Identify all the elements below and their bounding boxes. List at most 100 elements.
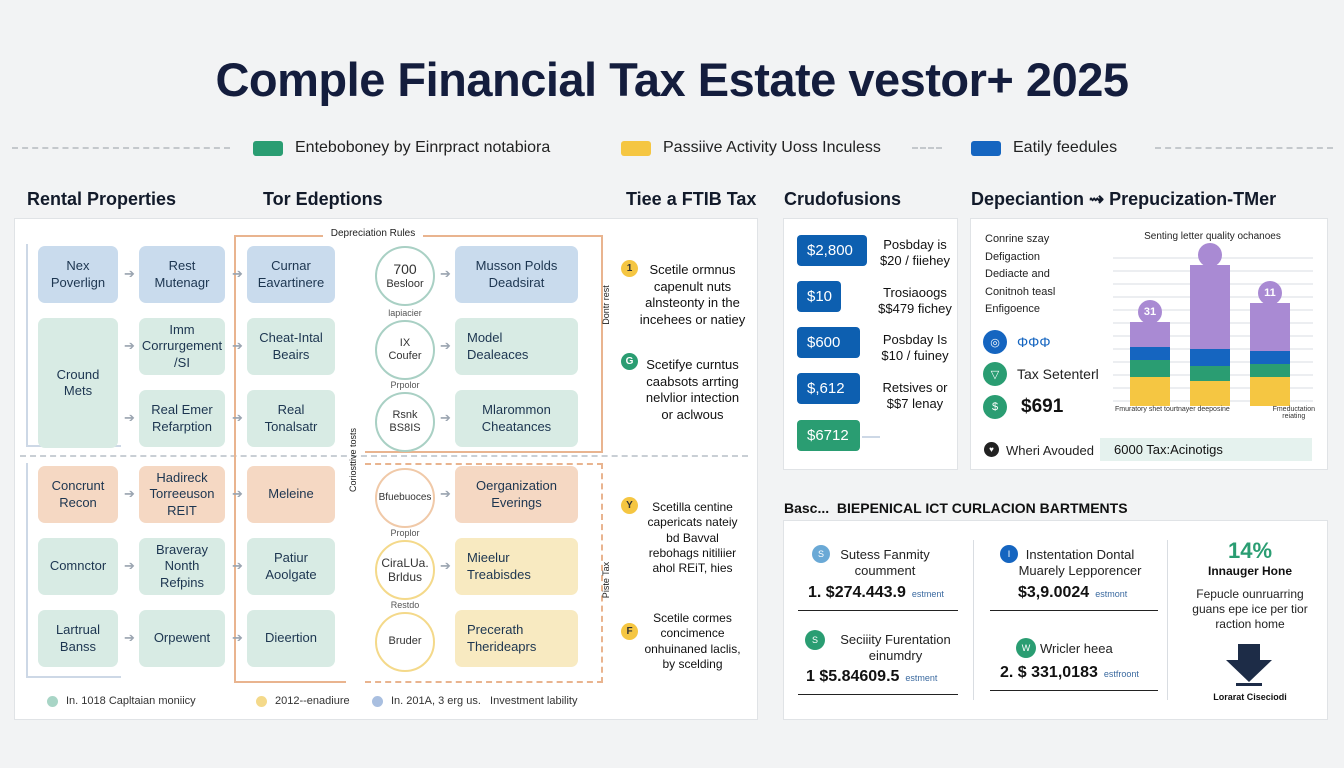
stat-amount-row: 1 $5.84609.5 estment xyxy=(806,668,937,686)
list-item: Conitnoh teasl xyxy=(985,285,1056,298)
arrow-icon: ➔ xyxy=(124,486,135,501)
bar-segment xyxy=(1190,264,1230,349)
side-label: Dontr rest xyxy=(601,285,611,325)
bar-segment xyxy=(1130,359,1170,377)
divider xyxy=(912,147,942,149)
amount-bar: $6712 xyxy=(797,420,860,451)
legend-label: Passiive Activity Uoss Inculess xyxy=(663,139,881,156)
list-item: Enfigoence xyxy=(985,303,1041,316)
arrow-icon: ➔ xyxy=(440,558,451,573)
stat-label: Sutess Fanmity coumment xyxy=(840,547,930,579)
circle-node: IX Coufer xyxy=(375,320,435,380)
badge-icon: S xyxy=(812,545,830,563)
stat-tag: estmont xyxy=(1095,589,1128,599)
flow-box: Patiur Aoolgate xyxy=(247,538,335,595)
depreciation-list: Conrine szay Defigaction Dediacte and Co… xyxy=(985,231,1095,319)
footer-dot xyxy=(47,695,58,707)
circle-caption: Restdo xyxy=(390,600,420,610)
funnel-icon: ▽ xyxy=(983,362,1007,386)
arrow-icon: ➔ xyxy=(232,558,243,573)
bar-badge: 11 xyxy=(1258,281,1282,306)
footer-dot xyxy=(372,695,383,707)
flow-box: Dieertion xyxy=(247,610,335,667)
circle-top: 700 xyxy=(393,261,417,277)
orange-bracket xyxy=(365,235,603,453)
stacked-bar xyxy=(1250,303,1290,406)
circle-bottom: Coufer xyxy=(388,350,422,362)
circle-bottom: BS8IS xyxy=(389,422,421,434)
amount-text: Posbday Is $10 / fuiney xyxy=(881,332,949,363)
header-rental: Rental Properties xyxy=(27,189,177,209)
legend-swatch xyxy=(621,140,651,156)
chart-subtitle: Senting letter quality ochanoes xyxy=(1144,231,1281,242)
note-text: Scetilla centine capericats nateiy bd Ba… xyxy=(647,500,738,576)
arrow-icon: ➔ xyxy=(440,410,451,425)
flow-divider xyxy=(20,455,748,457)
note-icon: G xyxy=(621,353,638,370)
flow-box: Imm Corrurgement /SI xyxy=(139,318,225,375)
arrow-icon: ➔ xyxy=(232,410,243,425)
circle-top: Bruder xyxy=(388,635,422,648)
divider xyxy=(1155,147,1333,149)
footer-legend-item: In. 201A, 3 erg us. Investment lability xyxy=(372,695,577,707)
pct-text: Fepucle ounruarring guans epe ice per ti… xyxy=(1192,587,1308,631)
stat-tag: estfroont xyxy=(1103,669,1139,679)
amount-text: Posbday is $20 / fiiehey xyxy=(879,237,951,268)
stat-amount: $3,9.0024 xyxy=(1018,584,1090,601)
icon-label: ΦΦΦ xyxy=(1017,334,1051,350)
footer-label: In. 1018 Capltaian moniicy xyxy=(66,695,196,707)
arrow-icon: ➔ xyxy=(440,266,451,281)
bar-segment xyxy=(1190,365,1230,381)
circle-bottom: Besloor xyxy=(386,277,424,290)
arrow-icon: ➔ xyxy=(124,630,135,645)
divider xyxy=(12,147,230,149)
stat-tag: estment xyxy=(905,673,938,683)
footer-legend-item: In. 1018 Capltaian moniicy xyxy=(47,695,196,707)
flow-box: Cheat-Intal Beairs xyxy=(247,318,335,375)
investments-heading: Basc... BIEPENICAL ICT CURLACION BARTMEN… xyxy=(784,500,1128,516)
bar-segment xyxy=(1190,348,1230,366)
badge-icon: I xyxy=(1000,545,1018,563)
connector xyxy=(862,436,880,438)
arrow-icon: ➔ xyxy=(124,558,135,573)
legend-swatch xyxy=(253,140,283,156)
underline xyxy=(798,610,958,611)
globe-icon: ◎ xyxy=(983,330,1007,354)
bar-segment xyxy=(1250,363,1290,377)
pct-value: 14% xyxy=(1227,538,1273,563)
amount-bar: $,612 xyxy=(797,373,860,404)
arrow-icon: ➔ xyxy=(124,338,135,353)
icon-label: $691 xyxy=(1021,396,1064,417)
stat-amount: 2. $ 331,0183 xyxy=(1000,664,1098,681)
stat-amount-row: 2. $ 331,0183 estfroont xyxy=(1000,664,1139,682)
flow-box: Cround Mets xyxy=(38,318,118,448)
note-icon: Y xyxy=(621,497,638,514)
circle-caption: Proplor xyxy=(390,528,420,538)
footer-label: Wheri Avouded xyxy=(1006,443,1094,458)
underline xyxy=(798,694,958,695)
stat-label: Seciiity Furentation einumdry xyxy=(840,632,951,664)
legend-swatch xyxy=(971,140,1001,156)
circle-top: Bfuebuoces xyxy=(378,492,432,503)
list-item: Dediacte and xyxy=(985,268,1050,281)
arrow-icon: ➔ xyxy=(232,266,243,281)
bar-badge: 31 xyxy=(1138,299,1162,324)
axis-caption: Fmuratory shet tourtnayer deeposine xyxy=(1115,406,1230,413)
flow-box: Musson Polds Deadsirat xyxy=(455,246,578,303)
arrow-icon: ➔ xyxy=(232,630,243,645)
page-title: Comple Financial Tax Estate vestor+ 2025 xyxy=(215,53,1129,106)
flow-box: Comnctor xyxy=(38,538,118,595)
circle-node: Bruder xyxy=(375,612,435,672)
list-item: Conrine szay xyxy=(985,233,1050,245)
pct-footer: Lorarat Ciseciodi xyxy=(1213,692,1287,702)
header-depreciation: Depeciantion ⇝ Prepucization-TMer xyxy=(971,189,1277,209)
legend-item: Eatily feedules xyxy=(971,137,1117,159)
stat-amount: 1 $5.84609.5 xyxy=(806,668,900,685)
flow-box: Braveray Nonth Refpins xyxy=(139,538,225,595)
amount-bar: $2,800 xyxy=(797,235,867,266)
flow-box: Oerganization Everings xyxy=(455,466,578,523)
side-label: Coriosttive tosts xyxy=(348,427,358,493)
bar-segment xyxy=(1130,321,1170,348)
footer-legend-item: 2012--enadiure xyxy=(256,695,350,707)
amount-bar: $10 xyxy=(797,281,841,312)
